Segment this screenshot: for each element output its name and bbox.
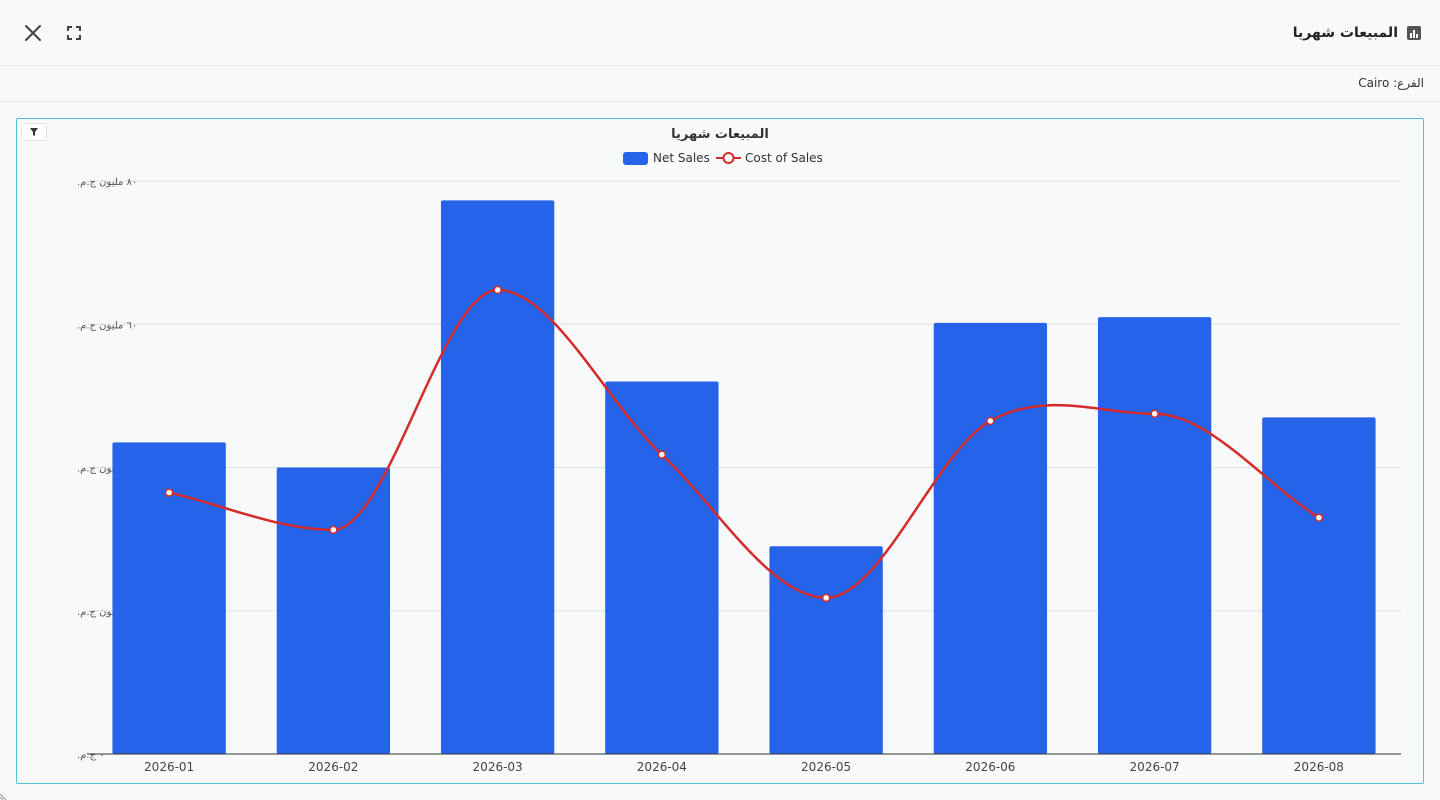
x-tick-label: 2026-04: [637, 760, 687, 774]
line-point[interactable]: [986, 416, 995, 426]
fullscreen-icon[interactable]: [62, 21, 86, 45]
line-point[interactable]: [1150, 409, 1159, 419]
x-tick-label: 2026-02: [308, 760, 358, 774]
y-tick-label: ٤٠ مليون ج.م.: [77, 464, 137, 475]
cost-of-sales-line: [168, 288, 1320, 600]
modal-header: المبيعات شهريا: [0, 0, 1440, 66]
line-point[interactable]: [164, 488, 174, 497]
x-tick-label: 2026-07: [1130, 760, 1180, 774]
bar[interactable]: [112, 442, 226, 754]
y-axis: ٠ ج.م. ٢٠ مليون ج.م. ٤٠ مليون ج.م. ٦٠ مليون…: [77, 177, 137, 761]
filter-bar: الفرع: Cairo: [0, 66, 1440, 102]
bar[interactable]: [933, 322, 1048, 754]
bar[interactable]: [440, 200, 555, 754]
chart-svg: المبيعات شهريا Net Sales Cost of Sales ٠ …: [77, 127, 1401, 774]
page-title: المبيعات شهريا: [1292, 25, 1398, 41]
filter-icon: [30, 128, 38, 136]
bar[interactable]: [1097, 317, 1212, 754]
header-title-group: المبيعات شهريا: [1293, 22, 1422, 44]
x-tick-label: 2026-08: [1294, 760, 1344, 774]
legend-swatch-net-sales[interactable]: [623, 152, 648, 165]
chart-legend[interactable]: Net Sales Cost of Sales: [623, 151, 823, 165]
y-tick-label: ٢٠ مليون ج.م.: [77, 607, 137, 618]
x-tick-label: 2026-03: [473, 760, 523, 774]
bar[interactable]: [276, 467, 391, 755]
y-tick-label: ٨٠ مليون ج.م.: [77, 177, 137, 188]
line-point[interactable]: [1314, 513, 1324, 522]
line-series[interactable]: [164, 285, 1324, 603]
y-tick-label: ٠ ج.م.: [77, 750, 105, 761]
bar[interactable]: [605, 381, 719, 754]
legend-label-net-sales[interactable]: Net Sales: [653, 151, 710, 165]
resize-handle-icon: [0, 793, 7, 800]
x-tick-label: 2026-01: [144, 760, 194, 774]
x-axis: 2026-01 2026-02 2026-03 2026-04 2026-05 2026-…: [87, 753, 1401, 774]
chart-filter-button[interactable]: [21, 123, 47, 141]
line-point[interactable]: [821, 593, 831, 603]
bar[interactable]: [769, 546, 883, 754]
line-point[interactable]: [493, 285, 502, 295]
legend-label-cost-of-sales[interactable]: Cost of Sales: [745, 151, 823, 165]
x-tick-label: 2026-06: [965, 760, 1015, 774]
line-point[interactable]: [657, 450, 667, 459]
y-tick-label: ٦٠ مليون ج.م.: [77, 320, 137, 331]
x-tick-label: 2026-05: [801, 760, 851, 774]
chart-title: المبيعات شهريا: [671, 127, 769, 142]
branch-filter-label: الفرع: Cairo: [1358, 76, 1424, 90]
line-point[interactable]: [329, 525, 338, 535]
close-icon[interactable]: [20, 20, 46, 46]
bar[interactable]: [1262, 417, 1376, 754]
bar-series[interactable]: [112, 200, 1376, 755]
bar-chart-icon: [1407, 26, 1421, 40]
chart-card: المبيعات شهريا Net Sales Cost of Sales ٠ …: [16, 118, 1424, 784]
legend-swatch-cost-of-sales: [722, 152, 735, 164]
